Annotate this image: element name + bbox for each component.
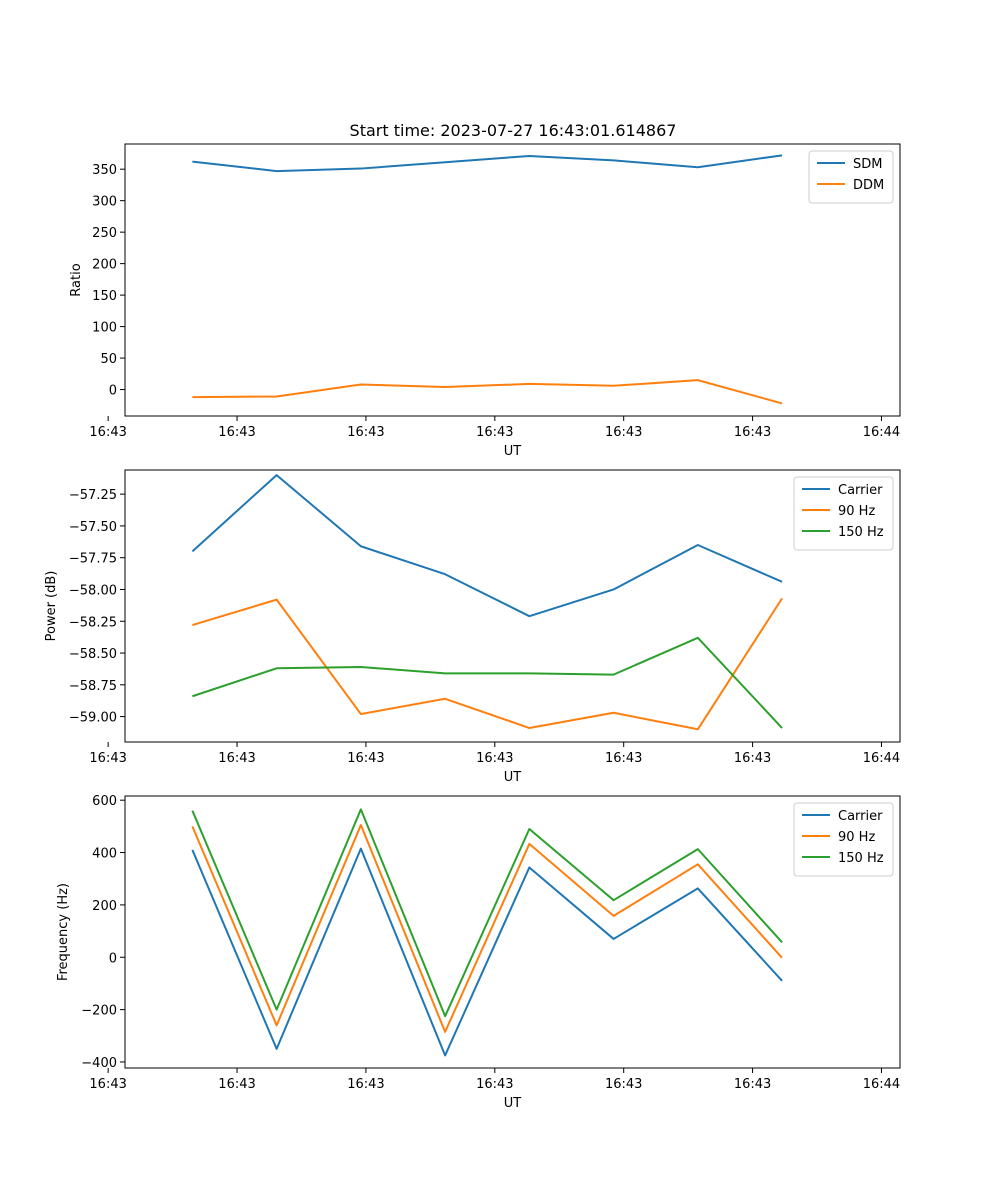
- power-y-tick-label: −58.50: [69, 647, 117, 662]
- power-legend: Carrier 90 Hz 150 Hz: [793, 476, 894, 551]
- frequency-series-90-hz: [191, 824, 783, 1033]
- power-x-tick-label: 16:43: [89, 751, 126, 766]
- ratio-legend-label-ddm: DDM: [853, 178, 884, 193]
- ratio-y-axis-label: Ratio: [69, 263, 84, 296]
- frequency-series-150-hz: [191, 808, 783, 1018]
- frequency-x-tick-label: 16:43: [476, 1077, 513, 1092]
- power-x-tick-label: 16:43: [734, 751, 771, 766]
- frequency-x-tick-label: 16:43: [218, 1077, 255, 1092]
- ratio-x-tick-label: 16:43: [476, 425, 513, 440]
- frequency-panel: 16:43 16:43 16:43 16:43 16:43 16:43 16:44 −400 −…: [56, 794, 901, 1111]
- power-series-90-hz: [192, 597, 783, 731]
- frequency-y-tick-label: −400: [81, 1056, 117, 1071]
- frequency-legend-label-carrier: Carrier: [838, 809, 883, 824]
- frequency-legend-label-90-hz: 90 Hz: [838, 830, 875, 845]
- frequency-axes-frame: [124, 795, 901, 1069]
- frequency-legend: Carrier 90 Hz 150 Hz: [793, 802, 894, 877]
- power-legend-label-90-hz: 90 Hz: [838, 504, 875, 519]
- power-y-tick-label: −58.25: [69, 615, 117, 630]
- power-series-carrier: [191, 474, 783, 618]
- power-y-axis-label: Power (dB): [44, 571, 59, 642]
- frequency-x-tick-label: 16:44: [863, 1077, 900, 1092]
- power-y-tick-label: −59.00: [69, 711, 117, 726]
- ratio-series-ddm: [192, 379, 783, 405]
- ratio-y-tick-label: 100: [92, 321, 117, 336]
- frequency-y-axis-label: Frequency (Hz): [56, 883, 71, 981]
- power-panel: 16:43 16:43 16:43 16:43 16:43 16:43 16:44 −59.0…: [44, 469, 901, 785]
- ratio-y-tick-label: 250: [92, 226, 117, 241]
- ratio-y-tick-label: 200: [92, 258, 117, 273]
- ratio-y-tick-label: 350: [92, 163, 117, 178]
- ratio-legend-label-sdm: SDM: [853, 157, 882, 172]
- power-x-axis-label: UT: [504, 770, 522, 785]
- power-y-tick-label: −58.00: [69, 583, 117, 598]
- ratio-x-tick-label: 16:43: [89, 425, 126, 440]
- ratio-panel: 16:43 16:43 16:43 16:43 16:43 16:43 16:44 0 50 10…: [69, 143, 901, 459]
- power-y-tick-label: −57.75: [69, 552, 117, 567]
- frequency-y-tick-label: −200: [81, 1004, 117, 1019]
- ratio-y-tick-label: 0: [109, 384, 117, 399]
- ratio-legend: SDM DDM: [808, 150, 894, 204]
- ratio-x-tick-label: 16:43: [218, 425, 255, 440]
- ratio-y-tick-label: 150: [92, 289, 117, 304]
- ratio-axes-frame: [124, 143, 901, 417]
- frequency-y-tick-label: 200: [92, 899, 117, 914]
- ratio-series-sdm: [192, 154, 783, 173]
- frequency-x-tick-label: 16:43: [734, 1077, 771, 1092]
- power-y-tick-label: −57.25: [69, 488, 117, 503]
- power-axes-frame: [124, 469, 901, 743]
- frequency-x-tick-label: 16:43: [89, 1077, 126, 1092]
- frequency-x-axis-label: UT: [504, 1096, 522, 1111]
- frequency-y-tick-label: 600: [92, 794, 117, 809]
- chart-title: Start time: 2023-07-27 16:43:01.614867: [350, 121, 677, 140]
- ratio-x-tick-label: 16:43: [347, 425, 384, 440]
- ratio-x-tick-label: 16:44: [863, 425, 900, 440]
- frequency-legend-label-150-hz: 150 Hz: [838, 851, 884, 866]
- power-x-tick-label: 16:43: [476, 751, 513, 766]
- power-series-150-hz: [192, 636, 783, 729]
- ratio-x-axis-label: UT: [504, 444, 522, 459]
- power-legend-label-carrier: Carrier: [838, 483, 883, 498]
- power-legend-label-150-hz: 150 Hz: [838, 525, 884, 540]
- power-x-tick-label: 16:44: [863, 751, 900, 766]
- frequency-y-tick-label: 400: [92, 847, 117, 862]
- ratio-x-tick-label: 16:43: [734, 425, 771, 440]
- frequency-series-carrier: [191, 847, 783, 1057]
- ratio-y-tick-label: 50: [100, 352, 117, 367]
- power-y-tick-label: −57.50: [69, 520, 117, 535]
- frequency-x-tick-label: 16:43: [605, 1077, 642, 1092]
- frequency-x-tick-label: 16:43: [347, 1077, 384, 1092]
- power-x-tick-label: 16:43: [218, 751, 255, 766]
- ratio-x-tick-label: 16:43: [605, 425, 642, 440]
- ratio-y-tick-label: 300: [92, 195, 117, 210]
- power-y-tick-label: −58.75: [69, 679, 117, 694]
- frequency-y-tick-label: 0: [109, 951, 117, 966]
- power-x-tick-label: 16:43: [605, 751, 642, 766]
- power-x-tick-label: 16:43: [347, 751, 384, 766]
